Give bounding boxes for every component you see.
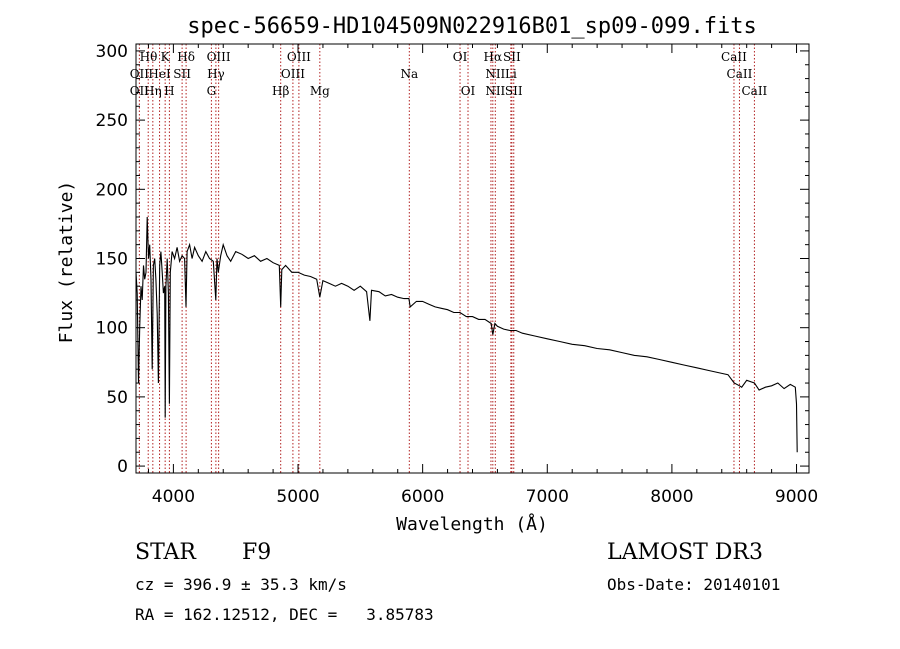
- marker-label: K: [161, 50, 171, 64]
- marker-label: Li: [505, 67, 517, 81]
- marker-label: OIII: [281, 67, 305, 81]
- marker-label: Hα: [484, 50, 503, 64]
- obs-date: Obs-Date: 20140101: [607, 575, 780, 594]
- spectrum-line: [135, 216, 798, 453]
- marker-label: OII: [130, 84, 150, 98]
- marker-label: Hβ: [272, 84, 289, 98]
- x-tick-label: 5000: [276, 487, 319, 507]
- marker-label: OI: [461, 84, 476, 98]
- y-tick-label: 50: [106, 388, 128, 408]
- marker-label: NII: [485, 67, 505, 81]
- marker-label: NII: [485, 84, 505, 98]
- marker-label: Hγ: [207, 67, 225, 81]
- marker-label: H: [164, 84, 174, 98]
- marker-label: SII: [173, 67, 191, 81]
- x-tick-label: 8000: [650, 487, 693, 507]
- marker-label: Na: [400, 67, 418, 81]
- marker-label: OI: [453, 50, 468, 64]
- marker-label: OIII: [287, 50, 311, 64]
- y-tick-label: 100: [96, 319, 128, 339]
- marker-label: HeI: [148, 67, 171, 81]
- x-tick-label: 4000: [152, 487, 195, 507]
- marker-label: G: [207, 84, 217, 98]
- redshift-readout: cz = 396.9 ± 35.3 km/s: [135, 575, 347, 594]
- marker-label: CaII: [727, 67, 753, 81]
- object-class: STAR: [135, 540, 197, 565]
- marker-label: Mg: [310, 84, 330, 98]
- plot-frame: [135, 43, 810, 474]
- x-tick-label: 7000: [526, 487, 569, 507]
- chart-title: spec-56659-HD104509N022916B01_sp09-099.f…: [187, 14, 757, 39]
- y-tick-label: 200: [96, 180, 128, 200]
- marker-label: Hθ: [140, 50, 158, 64]
- marker-label: CaII: [741, 84, 767, 98]
- marker-label: OII: [130, 67, 150, 81]
- marker-label: OIII: [207, 50, 231, 64]
- marker-label: SII: [505, 84, 523, 98]
- y-tick-label: 300: [96, 42, 128, 62]
- y-tick-label: 0: [117, 457, 128, 477]
- x-axis-label: Wavelength (Å): [396, 513, 548, 535]
- y-tick-label: 250: [96, 111, 128, 131]
- survey-name: LAMOST DR3: [607, 540, 763, 565]
- x-axis: 4000 5000 6000 7000 8000 9000: [147, 44, 818, 507]
- marker-label: Hη: [144, 84, 162, 98]
- y-axis-label: Flux (relative): [56, 181, 77, 344]
- marker-lines: [138, 44, 755, 473]
- marker-label: SII: [503, 50, 521, 64]
- marker-label: Hδ: [177, 50, 195, 64]
- y-tick-label: 150: [96, 250, 128, 270]
- coordinates: RA = 162.12512, DEC = 3.85783: [135, 605, 434, 624]
- y-axis: 0 50 100 150 200 250 300: [96, 42, 809, 477]
- object-subclass: F9: [242, 540, 271, 565]
- marker-label: CaII: [721, 50, 747, 64]
- x-tick-label: 6000: [401, 487, 444, 507]
- x-tick-label: 9000: [775, 487, 818, 507]
